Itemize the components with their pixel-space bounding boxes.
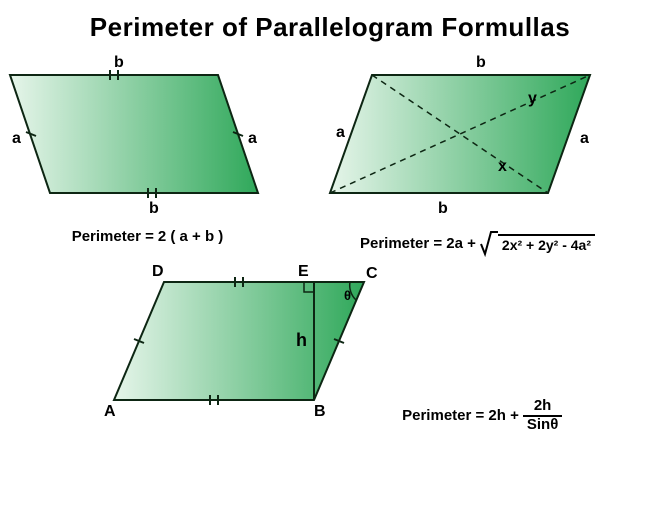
bottom-row: A B C D E h θ Perimeter = 2h + 2h Sinθ [0,260,660,433]
parallelogram-diagonals: b b a a y x [328,53,628,223]
vertex-D: D [152,263,164,280]
f2-rad: 2x² + 2y² - 4a² [498,234,595,252]
f1-rhs: 2 ( a + b ) [158,229,223,244]
label-theta: θ [344,288,351,303]
label2-b-bot: b [438,200,448,217]
formula-basic: Perimeter = 2 ( a + b ) [72,229,224,244]
label2-a-left: a [336,124,345,141]
page: Perimeter of Parallelogram Formullas [0,0,660,510]
formula-height: Perimeter = 2h + 2h Sinθ [402,398,562,433]
vertex-E: E [298,263,309,280]
panel-basic: b b a a Perimeter = 2 ( a + b ) [0,53,295,246]
panel-height-angle: A B C D E h θ Perimeter = 2h + 2h Sinθ [98,260,563,433]
vertex-C: C [366,265,378,282]
parallelogram-height: A B C D E h θ [98,260,398,420]
label-y: y [528,90,537,107]
label2-a-right: a [580,130,589,147]
label2-b-top: b [476,54,486,71]
label-b-bot: b [149,200,159,217]
label-h: h [296,330,307,350]
page-title: Perimeter of Parallelogram Formullas [0,12,660,43]
parallelogram-basic: b b a a [8,53,288,223]
sqrt-icon: 2x² + 2y² - 4a² [480,228,595,258]
fraction: 2h Sinθ [523,398,562,433]
panel-diagonals: b b a a y x Perimeter = 2a + 2x² + 2y² -… [295,53,660,258]
f3-lhs: Perimeter = 2h + [402,408,519,423]
f2-lhs: Perimeter = 2a + [360,236,476,251]
f1-lhs: Perimeter = [72,229,154,244]
f3-den: Sinθ [523,415,562,434]
formula-diagonals: Perimeter = 2a + 2x² + 2y² - 4a² [360,228,595,258]
label-a-left: a [12,130,21,147]
top-row: b b a a Perimeter = 2 ( a + b ) [0,53,660,258]
vertex-A: A [104,403,116,420]
label-b-top: b [114,54,124,71]
vertex-B: B [314,403,326,420]
label-a-right: a [248,130,257,147]
label-x: x [498,158,507,175]
f3-num: 2h [530,398,556,415]
